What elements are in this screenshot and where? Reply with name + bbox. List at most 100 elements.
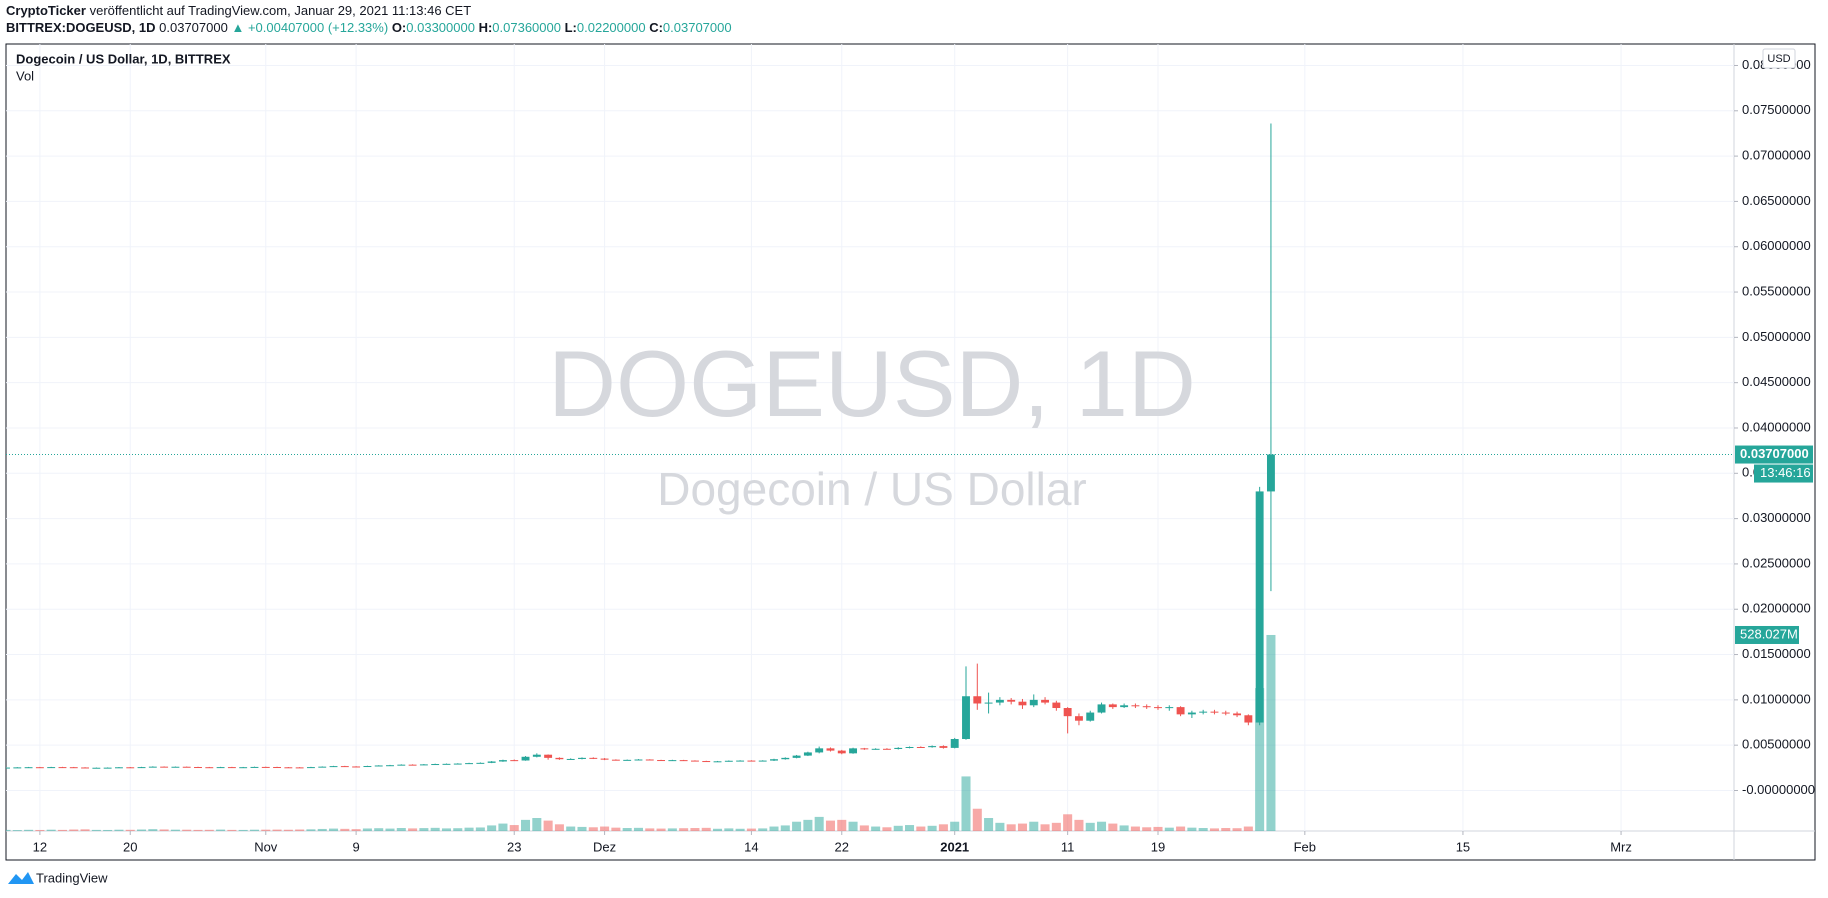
volume-bar bbox=[792, 821, 802, 831]
candle-body bbox=[510, 760, 519, 762]
x-tick-label: 12 bbox=[33, 839, 47, 854]
volume-bar bbox=[633, 827, 643, 831]
candle-body bbox=[194, 767, 202, 769]
candle-body bbox=[1233, 713, 1242, 716]
y-tick-label: 0.06000000 bbox=[1742, 238, 1811, 253]
candle-body bbox=[1266, 454, 1275, 492]
y-tick-label: 0.03000000 bbox=[1742, 510, 1811, 525]
candle-body bbox=[600, 758, 609, 760]
candle-body bbox=[928, 746, 937, 748]
volume-bar bbox=[984, 818, 994, 831]
volume-bar bbox=[249, 829, 259, 831]
volume-bar bbox=[1085, 822, 1095, 831]
volume-bar bbox=[238, 829, 248, 831]
y-tick-label: 0.07500000 bbox=[1742, 102, 1811, 117]
candle-body bbox=[340, 766, 349, 768]
volume-bar bbox=[1017, 823, 1027, 831]
volume-bar bbox=[329, 828, 339, 831]
volume-bar bbox=[362, 828, 372, 831]
candle-body bbox=[352, 766, 361, 768]
candle-body bbox=[1154, 707, 1162, 709]
last-price-box bbox=[1735, 445, 1813, 464]
volume-bar bbox=[611, 827, 621, 831]
candle-body bbox=[770, 759, 778, 761]
candle-body bbox=[69, 767, 78, 769]
candle-body bbox=[578, 757, 586, 759]
volume-bar bbox=[1097, 821, 1107, 831]
volume-bar bbox=[645, 828, 655, 831]
candle-body bbox=[1029, 699, 1038, 706]
candle-body bbox=[882, 748, 891, 750]
candle-body bbox=[1142, 706, 1151, 708]
volume-bar bbox=[24, 829, 34, 831]
candle-body bbox=[736, 760, 745, 762]
candle-body bbox=[284, 767, 293, 769]
c-label: C: bbox=[649, 20, 663, 35]
volume-bar bbox=[408, 828, 418, 831]
candle-layer bbox=[6, 123, 1275, 769]
volume-bar bbox=[871, 826, 881, 831]
volume-bar bbox=[938, 824, 948, 831]
volume-bar bbox=[916, 826, 926, 831]
volume-layer bbox=[6, 634, 1276, 831]
candle-body bbox=[13, 767, 22, 769]
candle-body bbox=[860, 748, 869, 750]
candle-body bbox=[1176, 707, 1185, 715]
volume-bar bbox=[216, 829, 226, 831]
candle-body bbox=[261, 766, 270, 768]
brand-logo bbox=[8, 872, 34, 884]
volume-bar bbox=[690, 828, 700, 831]
volume-bar bbox=[927, 825, 937, 831]
volume-bar bbox=[351, 829, 361, 831]
volume-bar bbox=[509, 825, 519, 831]
candle-body bbox=[995, 699, 1004, 703]
candle-body bbox=[295, 767, 304, 769]
volume-bar bbox=[577, 826, 587, 831]
volume-bar bbox=[588, 827, 598, 831]
y-tick-label: 0.05500000 bbox=[1742, 283, 1811, 298]
volume-bar bbox=[1029, 821, 1039, 831]
y-tick-label: 0.01500000 bbox=[1742, 646, 1811, 661]
volume-bar bbox=[317, 828, 327, 831]
candle-body bbox=[453, 763, 462, 765]
volume-bar bbox=[600, 826, 610, 831]
x-tick-label: 2021 bbox=[940, 839, 969, 854]
candle-body bbox=[611, 759, 620, 761]
candle-body bbox=[363, 766, 372, 768]
candle-body bbox=[555, 757, 564, 760]
volume-bar bbox=[182, 829, 192, 831]
volume-bar bbox=[340, 828, 350, 831]
y-tick-label: 0.02500000 bbox=[1742, 555, 1811, 570]
volume-bar bbox=[1221, 828, 1231, 831]
volume-bar bbox=[80, 829, 90, 831]
candle-body bbox=[1041, 699, 1050, 703]
candle-body bbox=[273, 767, 282, 769]
candle-body bbox=[849, 748, 858, 754]
y-tick-label: 0.04500000 bbox=[1742, 374, 1811, 389]
candle-body bbox=[148, 766, 157, 768]
candle-body bbox=[871, 748, 880, 750]
volume-bar bbox=[848, 821, 858, 831]
countdown: 13:46:16 bbox=[1760, 465, 1811, 480]
volume-bar bbox=[1232, 828, 1242, 831]
x-tick-label: 15 bbox=[1456, 839, 1470, 854]
candle-body bbox=[397, 764, 406, 766]
candle-body bbox=[1255, 491, 1264, 723]
candle-body bbox=[476, 762, 485, 764]
candle-body bbox=[114, 767, 123, 769]
currency-box bbox=[1762, 48, 1796, 69]
candle-body bbox=[1063, 708, 1072, 717]
candle-body bbox=[634, 759, 643, 761]
y-tick-label: -0.00000000 bbox=[1742, 782, 1815, 797]
y-tick-label: 0.07000000 bbox=[1742, 148, 1811, 163]
x-tick-label: Nov bbox=[254, 839, 278, 854]
l: 0.02200000 bbox=[577, 20, 646, 35]
candle-body bbox=[1120, 705, 1129, 708]
volume-bar bbox=[204, 829, 214, 831]
candle-body bbox=[645, 759, 654, 761]
candle-body bbox=[792, 755, 801, 758]
y-tick-label: 0.00500000 bbox=[1742, 737, 1811, 752]
last: 0.03707000 bbox=[159, 20, 228, 35]
volume-legend: Vol bbox=[16, 68, 34, 83]
x-tick-label: 9 bbox=[353, 839, 360, 854]
